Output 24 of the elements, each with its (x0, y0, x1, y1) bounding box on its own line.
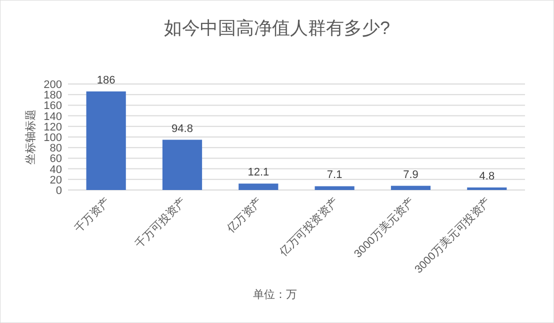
x-tick-label: 亿万资产 (224, 194, 265, 236)
data-label: 94.8 (172, 122, 193, 135)
y-tick-label: 20 (50, 174, 62, 186)
y-tick-label: 160 (44, 100, 62, 112)
y-tick-label: 120 (44, 121, 62, 134)
data-label: 7.9 (403, 168, 418, 181)
x-tick-label: 千万资产 (72, 194, 112, 236)
y-tick-label: 0 (56, 185, 62, 197)
y-tick-label: 80 (50, 142, 62, 155)
y-axis-title: 坐标轴标题 (24, 110, 37, 164)
y-tick-label: 180 (44, 90, 62, 102)
y-tick-label: 140 (44, 110, 62, 123)
x-axis-title: 单位：万 (253, 288, 297, 301)
title: 如今中国高净值人群有多少? (164, 18, 390, 38)
y-tick-label: 100 (44, 132, 62, 144)
x-tick-label: 千万可投资产 (132, 194, 188, 251)
data-label: 4.8 (479, 170, 495, 182)
data-label: 7.1 (326, 169, 342, 182)
y-tick-label: 40 (50, 164, 62, 176)
x-tick-label: 亿万可投资资产 (276, 194, 341, 260)
data-label: 186 (96, 74, 116, 86)
y-tick-label: 60 (50, 153, 62, 166)
data-label: 12.1 (248, 166, 270, 179)
y-tick-label: 200 (44, 79, 62, 91)
